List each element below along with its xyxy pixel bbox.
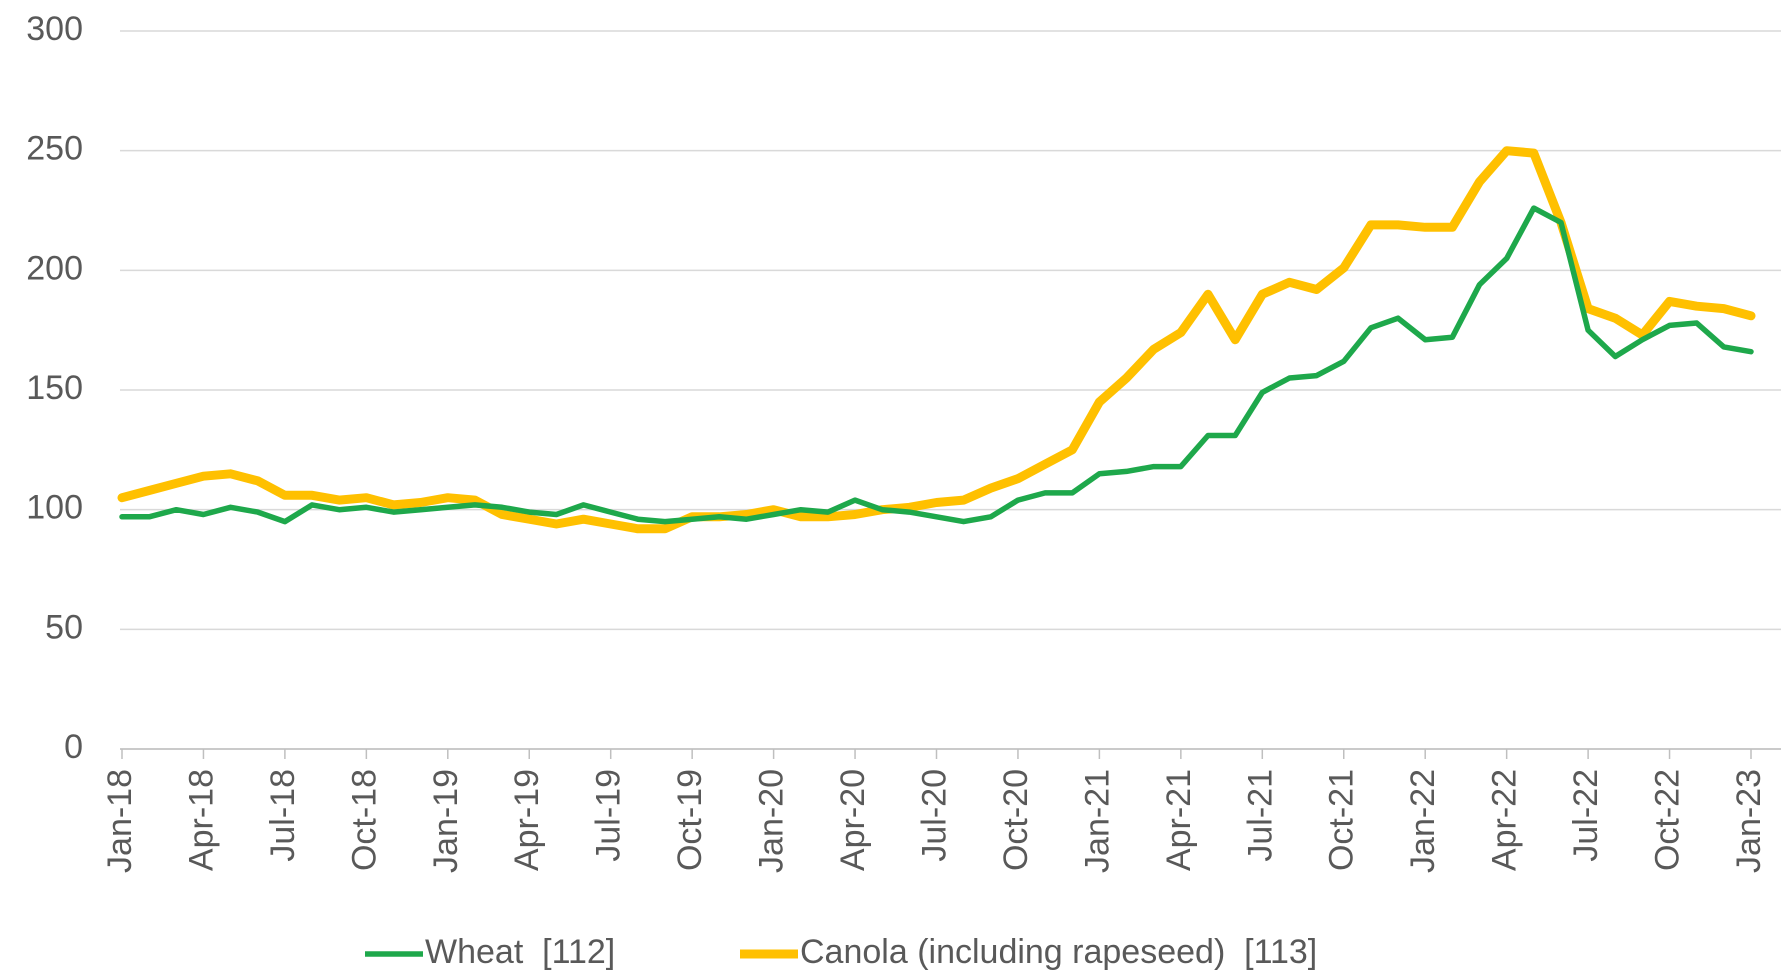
line-series [119,205,1754,525]
x-tick-label: Jul-21 [1241,769,1279,862]
legend-label: Canola (including rapeseed) [113] [800,933,1317,971]
x-tick-label: Apr-20 [834,769,872,871]
x-tick-label: Jan-22 [1404,769,1442,873]
x-tick-label: Oct-20 [997,769,1035,871]
x-tick-label: Oct-18 [345,769,383,871]
x-tick-label: Jan-18 [101,769,139,873]
y-tick-label: 200 [26,249,83,287]
x-tick-label: Oct-19 [671,769,709,871]
x-tick-label: Apr-18 [182,769,220,871]
y-tick-label: 250 [26,130,83,168]
y-tick-label: 50 [45,608,83,646]
x-tick-label: Jul-22 [1567,769,1605,862]
x-tick-label: Oct-22 [1649,769,1687,871]
x-tick-label: Apr-19 [508,769,546,871]
y-tick-label: 0 [64,728,83,766]
x-tick-label: Oct-21 [1323,769,1361,871]
x-tick-label: Jul-18 [264,769,302,862]
x-tick-label: Apr-22 [1486,769,1524,871]
y-tick-label: 150 [26,369,83,407]
line-series [117,146,1756,534]
x-tick-label: Jan-21 [1078,769,1116,873]
x-tick-label: Jan-19 [427,769,465,873]
x-tick-label: Jan-23 [1730,769,1768,873]
x-tick-label: Jul-19 [590,769,628,862]
legend-label: Wheat [112] [425,933,615,971]
x-tick-label: Jul-20 [915,769,953,862]
y-tick-label: 100 [26,489,83,527]
x-tick-label: Apr-21 [1160,769,1198,871]
x-tick-label: Jan-20 [753,769,791,873]
y-tick-label: 300 [26,10,83,48]
